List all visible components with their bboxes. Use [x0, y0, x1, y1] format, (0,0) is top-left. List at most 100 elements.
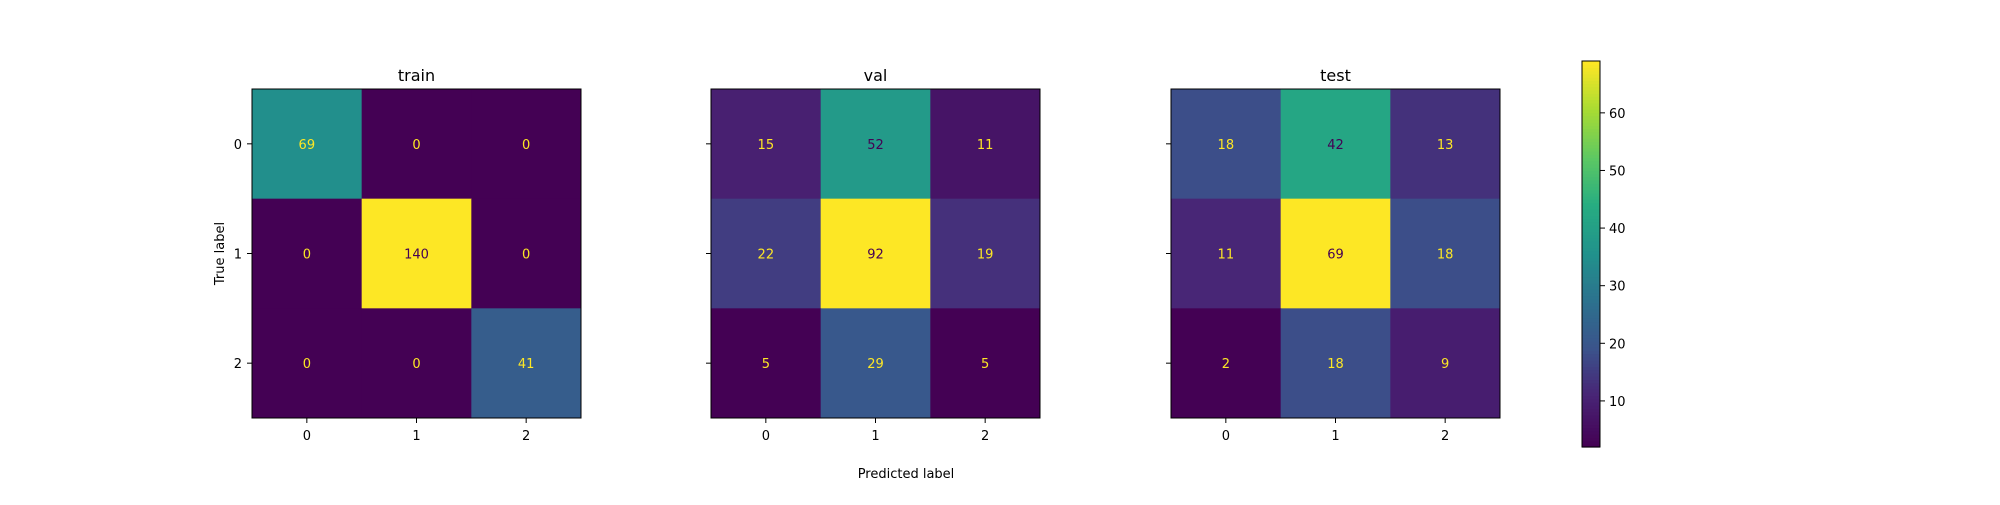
cell-test-0-1 — [1280, 89, 1391, 200]
colorbar-segment-103 — [1582, 112, 1600, 117]
colorbar-segment-55 — [1582, 266, 1600, 271]
colorbar-segment-67 — [1582, 228, 1600, 233]
colorbar-tick-label-0: 10 — [1609, 395, 1626, 410]
colorbar-segment-61 — [1582, 247, 1600, 252]
colorbar-segment-57 — [1582, 260, 1600, 265]
cell-train-0-1 — [361, 89, 472, 200]
cell-val-1-1 — [820, 198, 931, 309]
colorbar-segment-68 — [1582, 225, 1600, 229]
colorbar-segment-41 — [1582, 311, 1600, 316]
cell-test-1-1 — [1280, 198, 1391, 309]
colorbar-segment-19 — [1582, 382, 1600, 387]
cell-val-2-0 — [711, 308, 822, 419]
cell-train-1-2 — [471, 198, 582, 309]
cell-test-1-2 — [1390, 198, 1501, 309]
colorbar-segment-40 — [1582, 315, 1600, 319]
colorbar-segment-5 — [1582, 427, 1600, 432]
cell-val-2-2 — [930, 308, 1041, 419]
x-tick-label-train-0: 0 — [303, 429, 311, 444]
colorbar-segment-2 — [1582, 437, 1600, 442]
cell-value-val-2-2: 5 — [981, 357, 989, 372]
colorbar-segment-63 — [1582, 241, 1600, 245]
colorbar-segment-30 — [1582, 347, 1600, 352]
colorbar-segment-110 — [1582, 89, 1600, 94]
panel-title-train: train — [398, 66, 435, 85]
colorbar-segment-97 — [1582, 131, 1600, 136]
cell-value-val-2-0: 5 — [762, 357, 770, 372]
colorbar-segment-88 — [1582, 160, 1600, 165]
colorbar-segment-92 — [1582, 147, 1600, 152]
colorbar-segment-11 — [1582, 408, 1600, 413]
cell-value-val-1-1: 92 — [867, 248, 884, 263]
panel-title-test: test — [1320, 66, 1351, 85]
colorbar-segment-89 — [1582, 157, 1600, 162]
colorbar-segment-115 — [1582, 73, 1600, 78]
colorbar-segment-21 — [1582, 376, 1600, 381]
colorbar-segment-71 — [1582, 215, 1600, 220]
colorbar-segment-109 — [1582, 93, 1600, 97]
colorbar-segment-16 — [1582, 392, 1600, 397]
x-tick-label-test-2: 2 — [1441, 429, 1449, 444]
cell-value-train-0-2: 0 — [522, 138, 530, 153]
colorbar-segment-47 — [1582, 292, 1600, 297]
colorbar-segment-3 — [1582, 434, 1600, 438]
cell-val-1-0 — [711, 198, 822, 309]
colorbar-segment-112 — [1582, 83, 1600, 88]
colorbar-tick-label-1: 20 — [1609, 337, 1626, 352]
colorbar-segment-18 — [1582, 385, 1600, 390]
colorbar-segment-104 — [1582, 109, 1600, 114]
cell-val-0-0 — [711, 89, 822, 200]
colorbar-segment-102 — [1582, 115, 1600, 120]
cell-value-test-0-2: 13 — [1437, 138, 1454, 153]
colorbar-segment-48 — [1582, 289, 1600, 294]
colorbar-segment-28 — [1582, 353, 1600, 358]
colorbar-segment-46 — [1582, 295, 1600, 300]
colorbar-segment-35 — [1582, 331, 1600, 336]
colorbar-segment-58 — [1582, 257, 1600, 262]
colorbar-segment-34 — [1582, 334, 1600, 339]
colorbar-segment-87 — [1582, 163, 1600, 168]
colorbar-segment-44 — [1582, 302, 1600, 307]
colorbar-segment-26 — [1582, 360, 1600, 364]
colorbar-segment-51 — [1582, 279, 1600, 284]
y-tick-label-train-1: 1 — [234, 248, 242, 263]
cell-value-val-2-1: 29 — [867, 357, 884, 372]
x-tick-label-val-0: 0 — [762, 429, 770, 444]
cell-test-2-1 — [1280, 308, 1391, 419]
cell-val-1-2 — [930, 198, 1041, 309]
colorbar-segment-81 — [1582, 183, 1600, 188]
colorbar-segment-59 — [1582, 254, 1600, 258]
cell-val-2-1 — [820, 308, 931, 419]
colorbar-segment-119 — [1582, 61, 1600, 65]
cell-value-train-1-2: 0 — [522, 248, 530, 263]
colorbar-tick-label-3: 40 — [1609, 222, 1626, 237]
cell-value-test-2-0: 2 — [1222, 357, 1230, 372]
colorbar-segment-14 — [1582, 398, 1600, 403]
panel-title-val: val — [864, 66, 888, 85]
colorbar-segment-20 — [1582, 379, 1600, 384]
colorbar-segment-108 — [1582, 96, 1600, 101]
cell-value-train-2-0: 0 — [303, 357, 311, 372]
colorbar-segment-66 — [1582, 231, 1600, 236]
colorbar-segment-8 — [1582, 418, 1600, 422]
colorbar-segment-86 — [1582, 167, 1600, 171]
colorbar-segment-4 — [1582, 430, 1600, 435]
colorbar-segment-73 — [1582, 208, 1600, 213]
cell-train-0-2 — [471, 89, 582, 200]
colorbar-segment-116 — [1582, 70, 1600, 75]
colorbar-segment-72 — [1582, 212, 1600, 216]
colorbar-segment-106 — [1582, 102, 1600, 107]
colorbar-segment-62 — [1582, 244, 1600, 249]
cell-value-test-2-1: 18 — [1327, 357, 1344, 372]
cell-value-test-0-1: 42 — [1327, 138, 1344, 153]
colorbar-tick-label-4: 50 — [1609, 164, 1626, 179]
cell-value-test-0-0: 18 — [1218, 138, 1235, 153]
y-tick-label-train-0: 0 — [234, 138, 242, 153]
colorbar-segment-76 — [1582, 199, 1600, 204]
cell-test-0-0 — [1171, 89, 1282, 200]
colorbar-segment-22 — [1582, 373, 1600, 377]
cell-train-2-1 — [361, 308, 472, 419]
colorbar-frame — [1581, 60, 1601, 448]
colorbar-segment-50 — [1582, 282, 1600, 287]
